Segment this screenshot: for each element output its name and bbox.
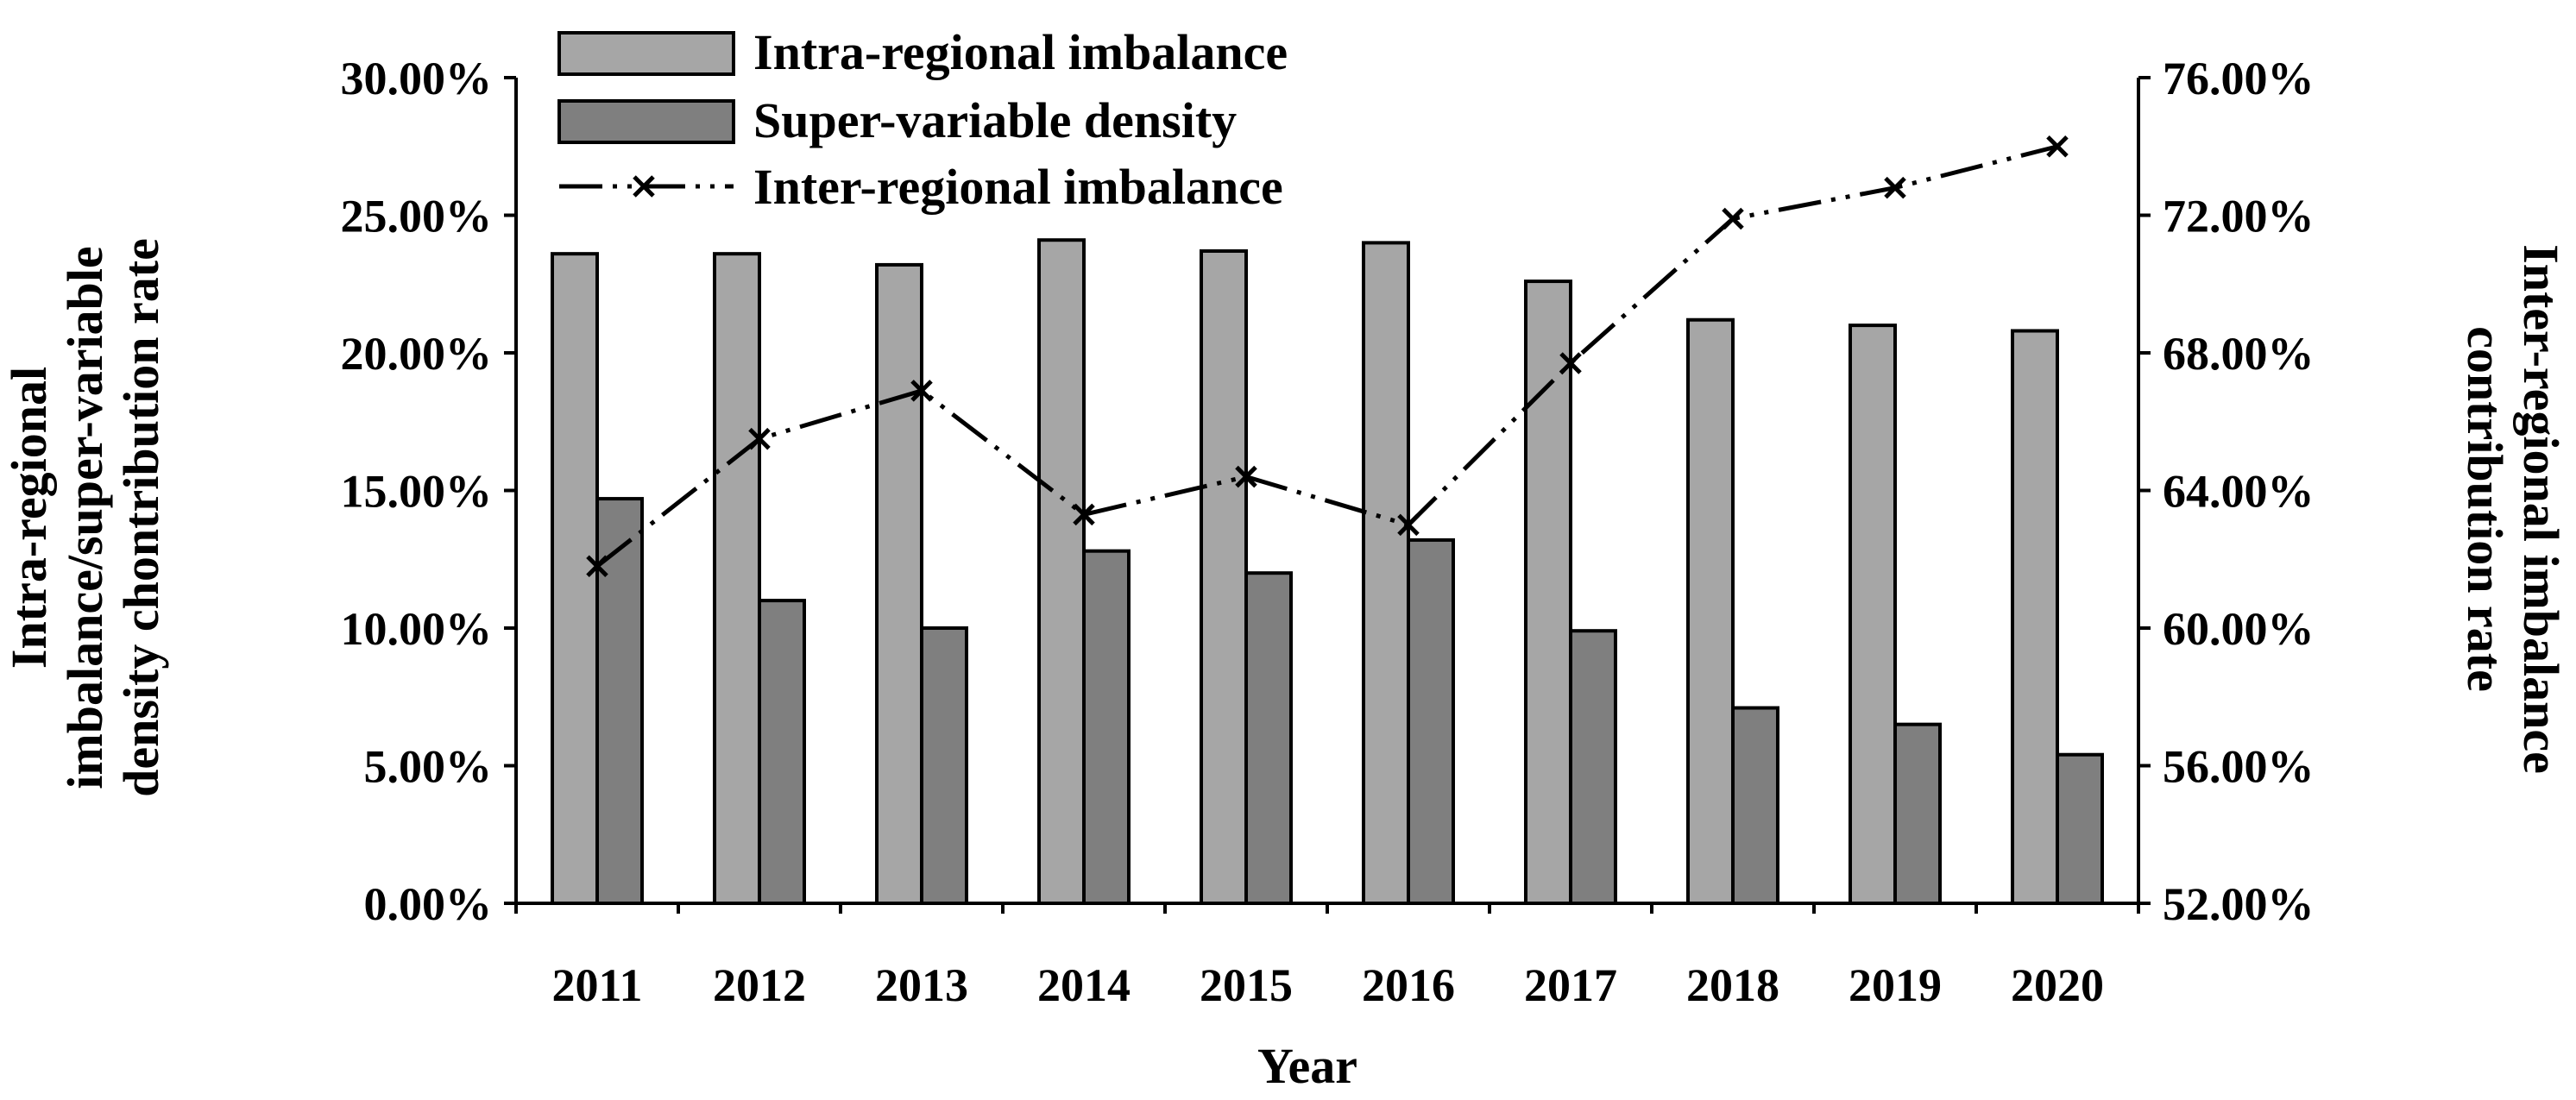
- x-tick-label-2013: 2013: [875, 959, 968, 1011]
- x-axis-title: Year: [1257, 1038, 1357, 1094]
- marker-stroke: [1884, 176, 1906, 199]
- x-tick-label-2015: 2015: [1200, 959, 1293, 1011]
- bar-intra-2015: [1200, 248, 1248, 906]
- bar-super-2013: [920, 626, 968, 905]
- y-right-title-line: contribution rate: [2457, 326, 2513, 692]
- y-left-tick-label: 10.00%: [341, 603, 493, 655]
- marker-stroke: [1397, 513, 1420, 537]
- bar-super-2012: [758, 599, 806, 905]
- legend-x-marker-icon: [633, 175, 655, 198]
- marker-stroke: [1559, 352, 1582, 374]
- bar-intra-2017: [1524, 280, 1572, 905]
- y-right-axis-title: Inter-regional imbalance contribution ra…: [2457, 244, 2569, 774]
- marker-stroke: [748, 427, 771, 450]
- point-inter-2017: [1559, 352, 1582, 374]
- marker-stroke: [1722, 207, 1744, 230]
- bar-super-2019: [1893, 722, 1942, 906]
- point-inter-2016: [1397, 513, 1420, 537]
- marker-stroke: [910, 380, 933, 402]
- y-left-tick-label: 25.00%: [341, 191, 493, 242]
- bar-intra-2020: [2011, 329, 2059, 906]
- y-right-tick-label: 76.00%: [2163, 53, 2315, 104]
- bar-intra-2014: [1037, 238, 1086, 905]
- line-layer: [586, 135, 2069, 577]
- x-tick-label-2018: 2018: [1686, 959, 1779, 1011]
- axes-layer: 0.00% 5.00% 10.00% 15.00% 20.00% 25.00% 30.00%…: [341, 53, 2315, 1011]
- y-right-tick-label: 68.00%: [2163, 328, 2315, 380]
- y-right-tick-label: 56.00%: [2163, 741, 2315, 793]
- bar-super-2020: [2056, 752, 2104, 905]
- x-tick-label-2020: 2020: [2011, 959, 2104, 1011]
- point-inter-2015: [1235, 465, 1257, 488]
- bar-intra-2013: [875, 262, 923, 906]
- y-right-title-line: Inter-regional imbalance: [2513, 244, 2569, 774]
- y-left-tick-label: 0.00%: [364, 878, 493, 930]
- point-inter-2018: [1722, 207, 1744, 230]
- y-left-axis-title: Intra-regional imbalance/super-variable …: [1, 238, 169, 797]
- legend-label-inter: Inter-regional imbalance: [753, 159, 1283, 215]
- point-inter-2012: [748, 427, 771, 450]
- y-right-tick-label: 52.00%: [2163, 878, 2315, 930]
- point-inter-2020: [2046, 135, 2069, 158]
- bar-intra-2012: [713, 252, 761, 906]
- legend-swatch-intra: [557, 31, 735, 76]
- bar-super-2018: [1731, 706, 1779, 906]
- y-left-tick-label: 15.00%: [341, 466, 493, 518]
- bar-super-2017: [1569, 629, 1617, 905]
- bar-intra-2018: [1686, 317, 1735, 906]
- point-inter-2019: [1884, 176, 1906, 199]
- legend-label-intra: Intra-regional imbalance: [753, 24, 1288, 80]
- bars-layer: [551, 238, 2104, 906]
- y-left-tick-label: 20.00%: [341, 328, 493, 380]
- marker-stroke: [2046, 135, 2069, 158]
- y-right-tick-label: 60.00%: [2163, 603, 2315, 655]
- point-inter-2014: [1073, 503, 1095, 526]
- bar-intra-2011: [551, 252, 599, 906]
- y-right-tick-label: 72.00%: [2163, 191, 2315, 242]
- point-inter-2013: [910, 380, 933, 402]
- y-left-title-line: imbalance/super-variable: [57, 246, 113, 789]
- y-left-title-line: Intra-regional: [1, 367, 57, 669]
- x-tick-label-2011: 2011: [551, 959, 642, 1011]
- legend-label-super: Super-variable density: [753, 92, 1237, 148]
- bar-intra-2016: [1362, 241, 1410, 905]
- y-left-tick-label: 5.00%: [364, 741, 493, 793]
- x-tick-label-2016: 2016: [1362, 959, 1455, 1011]
- bar-super-2015: [1244, 571, 1293, 905]
- x-tick-label-2017: 2017: [1524, 959, 1617, 1011]
- marker-stroke: [1073, 503, 1095, 526]
- point-inter-2011: [586, 555, 608, 577]
- y-right-tick-label: 64.00%: [2163, 466, 2315, 518]
- bar-super-2014: [1082, 549, 1131, 905]
- x-tick-label-2019: 2019: [1849, 959, 1942, 1011]
- legend: Intra-regional imbalance Super-variable …: [557, 24, 1288, 215]
- series-line-inter: [595, 144, 2058, 569]
- bar-super-2016: [1407, 537, 1455, 905]
- marker-stroke: [1235, 465, 1257, 488]
- y-left-tick-label: 30.00%: [341, 53, 493, 104]
- x-tick-label-2012: 2012: [713, 959, 806, 1011]
- x-tick-label-2014: 2014: [1037, 959, 1131, 1011]
- y-left-title-line: density chontribution rate: [113, 238, 169, 797]
- bar-intra-2019: [1849, 324, 1897, 906]
- marker-stroke: [586, 555, 608, 577]
- legend-swatch-super: [557, 99, 735, 144]
